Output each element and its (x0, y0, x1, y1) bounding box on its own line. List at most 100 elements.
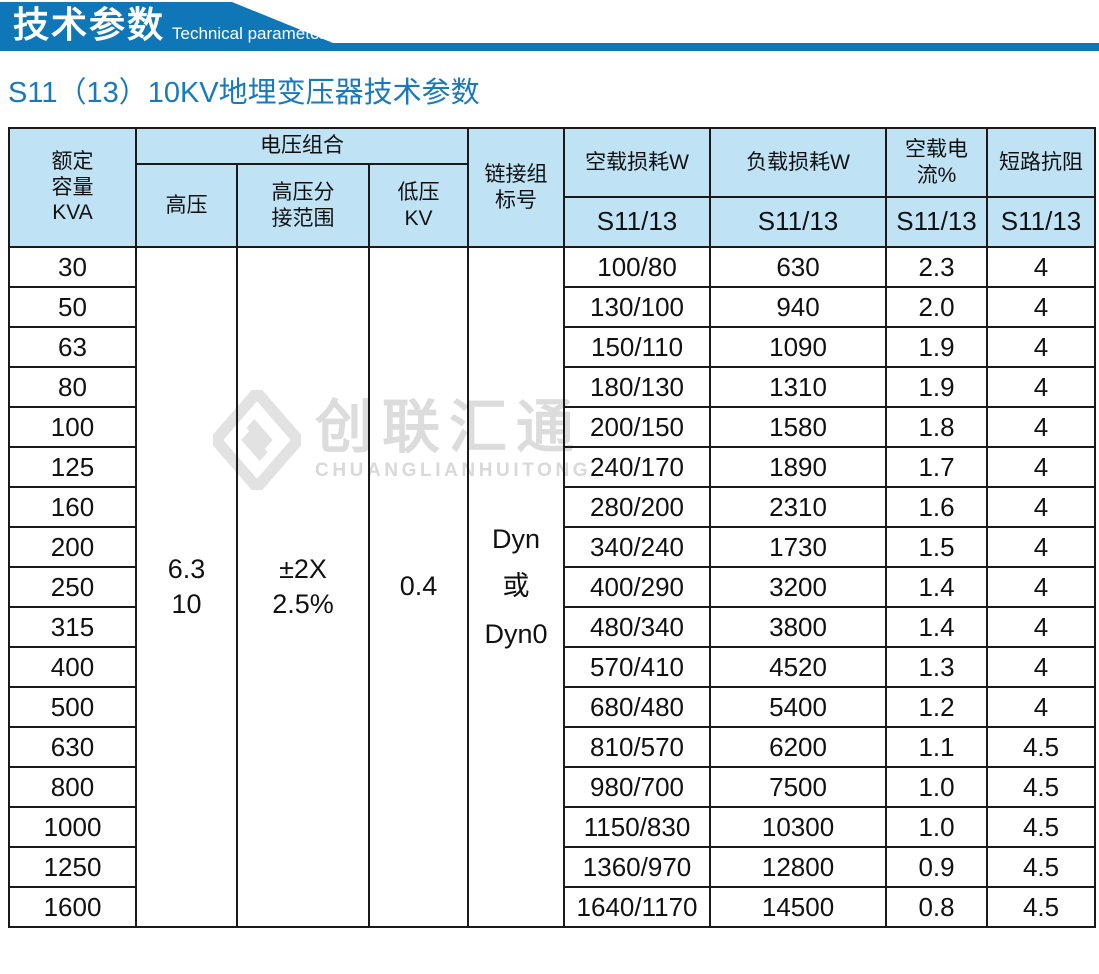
cell-no-load-current: 0.8 (885, 886, 989, 928)
cell-rated-capacity: 400 (8, 646, 137, 688)
cell-load-loss: 3200 (709, 566, 888, 608)
col-header-voltage-combo: 电压组合 (134, 127, 470, 165)
cell-impedance: 4 (986, 646, 1097, 688)
cell-no-load-loss: 1360/970 (563, 846, 712, 888)
cell-load-loss: 2310 (709, 486, 888, 528)
cell-rated-capacity: 100 (8, 406, 137, 448)
parameters-table: 额定 容量 KVA 电压组合 链接组 标号 空载损耗W 负载损耗W 空载电流% … (8, 127, 1097, 928)
cell-load-loss: 1090 (709, 326, 888, 368)
cell-impedance: 4 (986, 606, 1097, 648)
cell-no-load-current: 1.4 (885, 566, 989, 608)
cell-rated-capacity: 1600 (8, 886, 137, 928)
cell-impedance: 4 (986, 446, 1097, 488)
cell-load-loss: 1730 (709, 526, 888, 568)
cell-load-loss: 5400 (709, 686, 888, 728)
cell-impedance: 4 (986, 246, 1097, 288)
cell-no-load-loss: 180/130 (563, 366, 712, 408)
cell-no-load-current: 1.0 (885, 766, 989, 808)
cell-impedance: 4 (986, 406, 1097, 448)
table-row: 100 200/150 1580 1.8 4 (8, 406, 1097, 448)
header-row-3: S11/13 S11/13 S11/13 S11/13 (9, 196, 1097, 248)
cell-load-loss: 1580 (709, 406, 888, 448)
col-subheader-model-impedance: S11/13 (986, 196, 1097, 248)
cell-no-load-current: 1.1 (885, 726, 989, 768)
cell-no-load-loss: 680/480 (563, 686, 712, 728)
cell-no-load-current: 1.5 (885, 526, 989, 568)
cell-load-loss: 1310 (709, 366, 888, 408)
col-subheader-model-current: S11/13 (885, 196, 989, 248)
parameters-table-wrap: 创联汇通 CHUANGLIANHUITONG 额定 容量 KVA 电压组合 链接… (8, 127, 1097, 928)
cell-no-load-loss: 1640/1170 (563, 886, 712, 928)
cell-load-loss: 7500 (709, 766, 888, 808)
cell-rated-capacity: 80 (8, 366, 137, 408)
cell-load-loss: 940 (709, 286, 888, 328)
cell-rated-capacity: 1250 (8, 846, 137, 888)
cell-load-loss: 3800 (709, 606, 888, 648)
cell-no-load-current: 1.9 (885, 326, 989, 368)
cell-load-loss: 6200 (709, 726, 888, 768)
cell-no-load-loss: 480/340 (563, 606, 712, 648)
cell-rated-capacity: 63 (8, 326, 137, 368)
cell-load-loss: 12800 (709, 846, 888, 888)
cell-load-loss: 10300 (709, 806, 888, 848)
cell-impedance: 4.5 (986, 726, 1097, 768)
cell-impedance: 4 (986, 526, 1097, 568)
merged-cell-hv-tap: ±2X 2.5% (236, 246, 370, 928)
table-row: 250 400/290 3200 1.4 4 (8, 566, 1097, 608)
cell-no-load-loss: 340/240 (563, 526, 712, 568)
cell-impedance: 4.5 (986, 886, 1097, 928)
cell-rated-capacity: 200 (8, 526, 137, 568)
cell-rated-capacity: 30 (8, 246, 137, 288)
merged-cell-lv: 0.4 (367, 246, 470, 928)
table-row: 1000 1150/830 10300 1.0 4.5 (8, 806, 1097, 848)
col-header-hv-tap: 高压分 接范围 (236, 163, 370, 248)
table-row: 400 570/410 4520 1.3 4 (8, 646, 1097, 688)
table-row: 200 340/240 1730 1.5 4 (8, 526, 1097, 568)
cell-no-load-loss: 400/290 (563, 566, 712, 608)
col-header-load-loss: 负载损耗W (709, 127, 888, 198)
cell-rated-capacity: 500 (8, 686, 137, 728)
cell-load-loss: 14500 (709, 886, 888, 928)
cell-no-load-loss: 200/150 (563, 406, 712, 448)
col-subheader-model-load: S11/13 (709, 196, 888, 248)
cell-load-loss: 4520 (709, 646, 888, 688)
cell-no-load-loss: 150/110 (563, 326, 712, 368)
cell-impedance: 4.5 (986, 806, 1097, 848)
banner-title: 技术参数 (13, 4, 166, 45)
cell-impedance: 4 (986, 486, 1097, 528)
cell-no-load-loss: 1150/830 (563, 806, 712, 848)
cell-no-load-loss: 570/410 (563, 646, 712, 688)
cell-impedance: 4.5 (986, 846, 1097, 888)
cell-rated-capacity: 800 (8, 766, 137, 808)
cell-no-load-current: 1.6 (885, 486, 989, 528)
header-row-1: 额定 容量 KVA 电压组合 链接组 标号 空载损耗W 负载损耗W 空载电流% … (8, 127, 1097, 248)
cell-no-load-loss: 100/80 (563, 246, 712, 288)
col-header-no-load-current: 空载电流% (885, 127, 989, 198)
table-row: 125 240/170 1890 1.7 4 (8, 446, 1097, 488)
table-body: 30 6.3 10 ±2X 2.5% 0.4 Dyn 或 Dyn0 100/80 630 2.3 4 50… (8, 246, 1097, 928)
header-banner: 技术参数 Technical parameter (0, 2, 1099, 51)
page-title: S11（13）10KV地埋变压器技术参数 (8, 77, 480, 109)
cell-no-load-current: 2.3 (885, 246, 989, 288)
cell-impedance: 4.5 (986, 766, 1097, 808)
table-row: 500 680/480 5400 1.2 4 (8, 686, 1097, 728)
col-header-connection-group: 链接组 标号 (467, 127, 566, 248)
header-row-2: 高压 高压分 接范围 低压 KV (9, 163, 1095, 248)
cell-no-load-loss: 280/200 (563, 486, 712, 528)
table-row: 800 980/700 7500 1.0 4.5 (8, 766, 1097, 808)
cell-no-load-loss: 130/100 (563, 286, 712, 328)
cell-no-load-loss: 980/700 (563, 766, 712, 808)
cell-no-load-current: 1.2 (885, 686, 989, 728)
cell-impedance: 4 (986, 286, 1097, 328)
table-row: 50 130/100 940 2.0 4 (8, 286, 1097, 328)
col-header-no-load-loss: 空载损耗W (563, 127, 712, 198)
cell-rated-capacity: 1000 (8, 806, 137, 848)
cell-rated-capacity: 50 (8, 286, 137, 328)
table-row: 315 480/340 3800 1.4 4 (8, 606, 1097, 648)
cell-no-load-current: 1.3 (885, 646, 989, 688)
cell-rated-capacity: 630 (8, 726, 137, 768)
table-row: 30 6.3 10 ±2X 2.5% 0.4 Dyn 或 Dyn0 100/80 630 2.3 4 (8, 246, 1097, 928)
cell-no-load-current: 1.0 (885, 806, 989, 848)
cell-no-load-current: 0.9 (885, 846, 989, 888)
merged-cell-connection: Dyn 或 Dyn0 (467, 246, 566, 928)
